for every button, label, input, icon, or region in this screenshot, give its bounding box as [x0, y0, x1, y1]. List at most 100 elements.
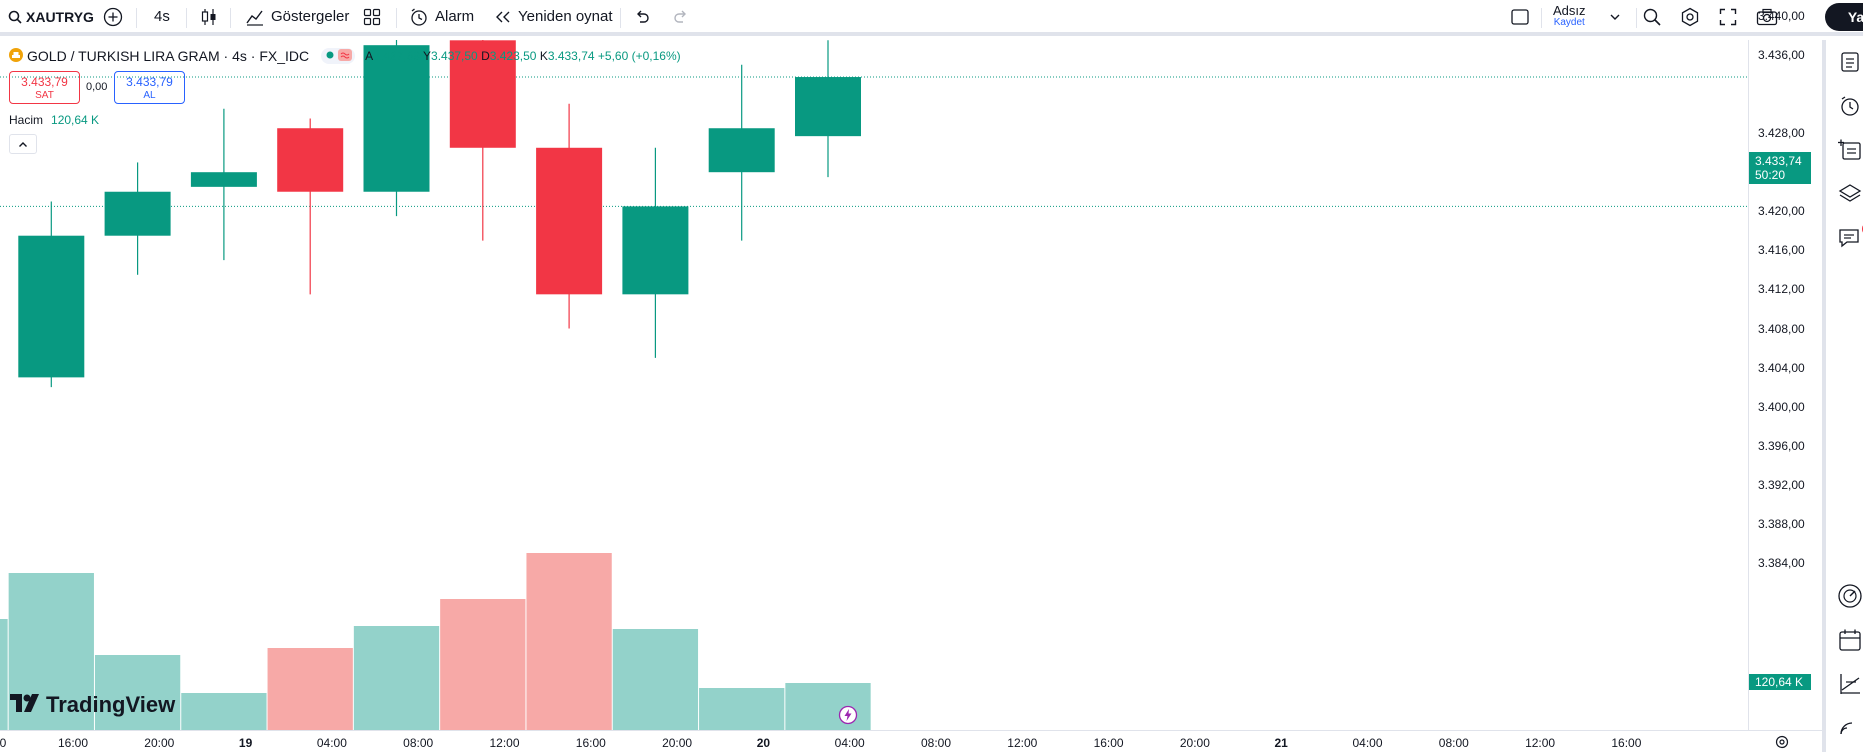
buy-button[interactable]: 3.433,79 AL — [114, 71, 185, 104]
technicals-button[interactable] — [1836, 583, 1863, 614]
volume-bar — [353, 626, 440, 730]
bar-countdown: 50:20 — [1755, 168, 1786, 182]
chat-icon — [1838, 227, 1862, 254]
layout-name-button[interactable]: Adsız Kaydet — [1553, 0, 1586, 33]
replay-button[interactable]: Yeniden oynat — [494, 0, 613, 33]
candle-body — [622, 206, 689, 295]
collapse-legend-button[interactable] — [9, 134, 37, 154]
price-axis[interactable]: 3.444,003.440,003.436,003.428,003.424,00… — [1748, 9, 1822, 730]
gear-icon — [1774, 735, 1790, 752]
quick-search-button[interactable] — [1642, 0, 1662, 33]
symbol-search-button[interactable]: XAUTRYG — [8, 0, 94, 33]
chart-pane[interactable] — [0, 1, 1748, 730]
market-status-indicator[interactable] — [321, 48, 356, 64]
undo-icon — [633, 9, 651, 25]
tradingview-logo[interactable]: TradingView — [10, 692, 175, 718]
tradingview-wordmark: TradingView — [46, 692, 176, 717]
fullscreen-button[interactable] — [1719, 0, 1737, 33]
volume-bar — [785, 683, 871, 730]
candle-body — [277, 128, 344, 192]
toolbar-divider — [620, 8, 621, 28]
low-value: 3.423,50 — [489, 49, 537, 63]
volume-legend[interactable]: Hacim 120,64 K — [9, 113, 99, 127]
axis-settings-button[interactable] — [1774, 734, 1790, 752]
undo-button[interactable] — [633, 0, 651, 33]
price-tick-label: 3.384,00 — [1758, 556, 1805, 570]
time-tick-label: 16:00 — [57, 736, 89, 750]
layout-name-label: Adsız — [1553, 2, 1586, 18]
time-tick-label: 12:00 — [1525, 736, 1556, 750]
data-window-button[interactable] — [1836, 138, 1863, 166]
toolbar-divider — [136, 8, 137, 28]
toolbar-divider — [230, 8, 231, 28]
volume-bar — [526, 553, 612, 730]
buy-price: 3.433,79 — [126, 75, 173, 89]
symbol-title[interactable]: GOLD / TURKISH LIRA GRAM · 4s · FX_IDC — [27, 48, 310, 64]
spread-value: 0,00 — [86, 81, 108, 93]
volume-tag: 120,64 K — [1749, 674, 1811, 690]
time-tick-label: 21 — [1274, 736, 1288, 750]
drawing-tools-button[interactable] — [1836, 672, 1863, 700]
alarm-clock-icon — [409, 7, 429, 27]
gauge-icon — [1837, 583, 1863, 614]
open-key: A — [365, 49, 374, 63]
chart-type-button[interactable] — [200, 0, 218, 33]
publish-button[interactable]: Yayınla — [1825, 3, 1863, 31]
time-tick-label: 04:00 — [1352, 736, 1383, 750]
price-tick-label: 3.404,00 — [1758, 360, 1805, 375]
layouts-button[interactable] — [363, 0, 381, 33]
publish-label: Yayınla — [1847, 9, 1863, 25]
camera-icon — [1756, 8, 1778, 26]
sell-button[interactable]: 3.433,79 SAT — [9, 71, 80, 104]
object-tree-button[interactable] — [1836, 182, 1863, 210]
buy-label: AL — [143, 90, 156, 101]
price-tick-label: 3.412,00 — [1758, 282, 1805, 297]
layout-menu-button[interactable] — [1609, 0, 1621, 33]
candlestick-chart — [0, 1, 1748, 730]
calendar-icon — [1838, 628, 1862, 657]
symbol-label: XAUTRYG — [26, 8, 94, 25]
toolbar-divider — [1541, 8, 1542, 28]
price-tick-label: 3.388,00 — [1758, 516, 1805, 531]
snapshot-button[interactable] — [1756, 0, 1778, 33]
time-tick-label: 04:00 — [316, 736, 347, 750]
time-tick-label: 19 — [238, 736, 253, 750]
signal-icon — [1838, 720, 1862, 741]
alarm-button[interactable]: Alarm — [409, 0, 474, 33]
save-label: Kaydet — [1553, 16, 1585, 28]
price-tick-label: 3.408,00 — [1758, 321, 1805, 336]
fullscreen-layout-toggle[interactable] — [1510, 0, 1530, 33]
settings-button[interactable] — [1680, 0, 1700, 33]
price-tick-label: 3.400,00 — [1758, 399, 1805, 414]
time-tick-label: 20:00 — [1179, 736, 1210, 750]
search-icon — [8, 10, 22, 24]
alarm-clock-icon — [1839, 95, 1861, 122]
time-tick-label: 12:00 — [1007, 736, 1038, 750]
broadcast-button[interactable] — [1836, 716, 1863, 744]
add-circle-icon — [103, 7, 123, 27]
candles-icon — [200, 7, 218, 27]
time-axis[interactable]: 0 16:00 20:00 19 04:00 08:00 12:00 16:00 20:00 20… — [0, 730, 1822, 752]
flash-event-icon[interactable] — [838, 705, 858, 730]
volume-bar — [440, 599, 526, 730]
indicators-button[interactable]: Göstergeler — [245, 0, 349, 33]
price-tick-label: 3.436,00 — [1758, 47, 1805, 62]
grid-icon — [363, 8, 381, 26]
compare-symbol-button[interactable] — [103, 0, 123, 33]
chevron-up-icon — [18, 135, 28, 153]
close-key: K — [539, 49, 548, 63]
volume-bar — [0, 619, 8, 730]
alarm-label: Alarm — [435, 8, 475, 25]
price-tick-label: 3.416,00 — [1758, 243, 1805, 258]
chats-button[interactable]: 1 — [1836, 222, 1863, 254]
watchlist-button[interactable] — [1836, 50, 1863, 78]
redo-button[interactable] — [672, 0, 690, 33]
rewind-icon — [494, 9, 512, 25]
interval-button[interactable]: 4s — [154, 0, 170, 33]
volume-bar — [612, 629, 699, 730]
candle-body — [104, 191, 171, 236]
calendar-button[interactable] — [1836, 628, 1863, 656]
alerts-button[interactable] — [1836, 94, 1863, 122]
replay-label: Yeniden oynat — [518, 8, 613, 25]
candle-body — [536, 147, 603, 295]
